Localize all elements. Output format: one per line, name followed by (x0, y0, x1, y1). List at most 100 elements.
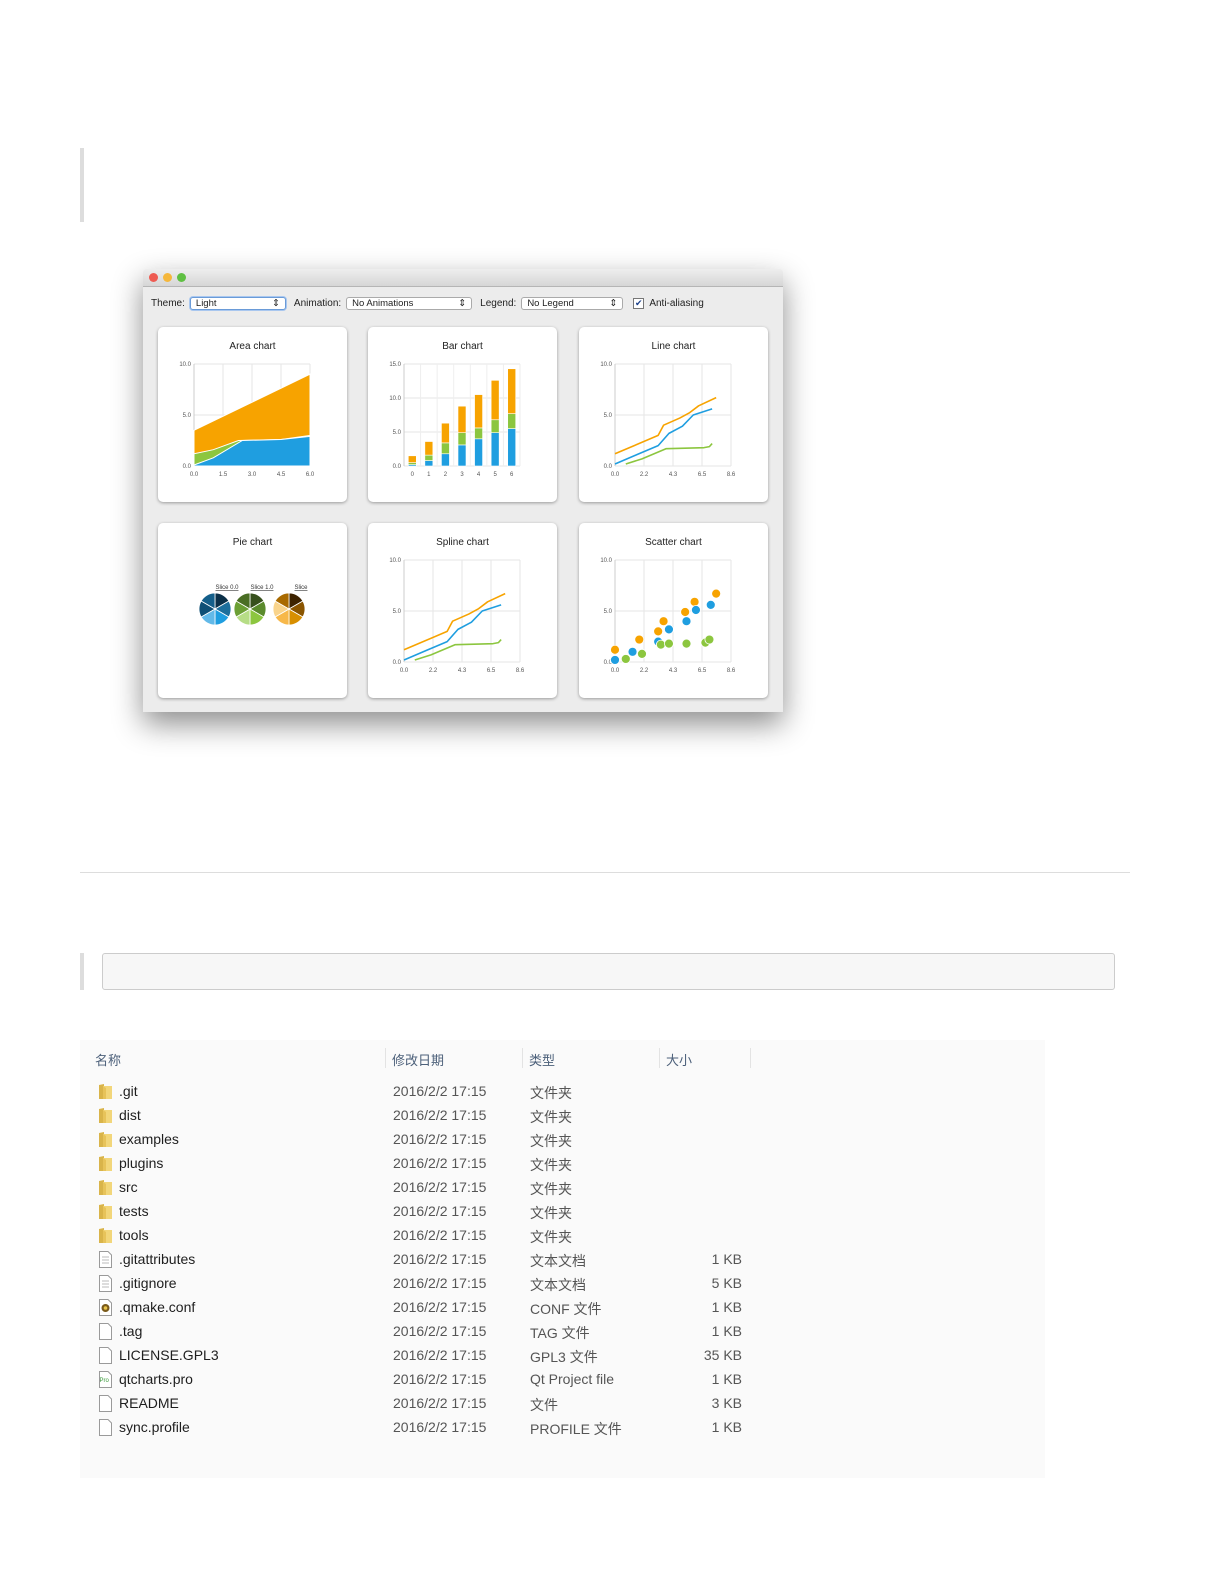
file-row[interactable]: src 2016/2/2 17:15 文件夹 (80, 1176, 780, 1200)
file-row[interactable]: README 2016/2/2 17:15 文件 3 KB (80, 1392, 780, 1416)
chart-svg: 0.0 5.0 10.0 0.0 1.5 3.0 4.5 6.0 (179, 362, 315, 478)
zoom-icon[interactable] (177, 273, 186, 282)
folder-icon (98, 1203, 113, 1220)
column-header-name[interactable]: 名称 (95, 1053, 122, 1068)
file-row[interactable]: plugins 2016/2/2 17:15 文件夹 (80, 1152, 780, 1176)
scatter-point (689, 596, 700, 607)
bar-segment (424, 460, 434, 467)
file-date: 2016/2/2 17:15 (393, 1107, 487, 1123)
y-tick-label: 10.0 (179, 362, 191, 368)
x-tick-label: 4.3 (458, 668, 467, 674)
text-file-icon (98, 1251, 113, 1268)
bar-segment (474, 427, 483, 440)
minimize-icon[interactable] (163, 273, 172, 282)
scatter-point (634, 634, 645, 645)
pie-slice (274, 592, 290, 610)
theme-select[interactable]: Light ⇕ (189, 297, 286, 310)
file-row[interactable]: .gitattributes 2016/2/2 17:15 文本文档 1 KB (80, 1248, 780, 1272)
file-name: .tag (119, 1323, 143, 1339)
x-tick-label: 0 (411, 472, 415, 478)
file-date: 2016/2/2 17:15 (393, 1299, 487, 1315)
blockquote-bar (80, 148, 84, 222)
chart-card-stacked-bar: Bar chart 0.0 5.0 10.0 15.0 0 1 2 3 4 5 6 (368, 327, 557, 502)
file-row[interactable]: tools 2016/2/2 17:15 文件夹 (80, 1224, 780, 1248)
file-row[interactable]: examples 2016/2/2 17:15 文件夹 (80, 1128, 780, 1152)
chart-card-area: Area chart 0.0 5.0 10.0 0.0 1.5 3.0 4.5 6.0 (158, 327, 347, 502)
line-series (614, 408, 713, 465)
chart-svg: 0.0 5.0 10.0 0.0 2.2 4.3 6.5 8.6 (389, 558, 525, 674)
file-type: Qt Project file (530, 1371, 615, 1387)
folder-icon (98, 1155, 113, 1172)
file-explorer-screenshot: 名称 修改日期 类型 大小 .git 2016/2/2 17:15 文件夹 di… (80, 1040, 1045, 1478)
y-tick-label: 0.0 (393, 464, 402, 470)
x-tick-label: 0.0 (611, 472, 620, 478)
x-tick-label: 2.2 (429, 668, 438, 674)
scatter-point (627, 646, 638, 657)
folder-icon (98, 1227, 113, 1244)
file-row[interactable]: sync.profile 2016/2/2 17:15 PROFILE 文件 1… (80, 1416, 780, 1440)
file-row[interactable]: .tag 2016/2/2 17:15 TAG 文件 1 KB (80, 1320, 780, 1344)
close-icon[interactable] (149, 273, 158, 282)
file-name: .gitignore (119, 1275, 177, 1291)
file-date: 2016/2/2 17:15 (393, 1131, 487, 1147)
file-type: 文件夹 (530, 1229, 572, 1245)
file-size: 3 KB (711, 1395, 742, 1411)
x-tick-label: 2.2 (640, 472, 649, 478)
y-tick-label: 0.0 (604, 660, 613, 666)
file-name: tools (119, 1227, 149, 1243)
y-tick-label: 0.0 (393, 660, 402, 666)
line-series (403, 592, 506, 651)
x-tick-label: 6.5 (698, 668, 707, 674)
scatter-point (655, 639, 666, 650)
file-row[interactable]: .gitignore 2016/2/2 17:15 文本文档 5 KB (80, 1272, 780, 1296)
x-tick-label: 3.0 (248, 472, 257, 478)
column-header-size[interactable]: 大小 (666, 1053, 693, 1068)
file-icon (98, 1419, 113, 1436)
animation-label: Animation: (293, 298, 342, 309)
pie-label: Slice 1.0 (250, 585, 274, 591)
legend-select[interactable]: No Legend ⇕ (521, 297, 624, 310)
file-row[interactable]: tests 2016/2/2 17:15 文件夹 (80, 1200, 780, 1224)
bar-segment (507, 413, 517, 429)
antialiasing-checkbox[interactable]: ✔ (633, 298, 645, 309)
y-tick-label: 10.0 (389, 396, 401, 402)
file-row[interactable]: .qmake.conf 2016/2/2 17:15 CONF 文件 1 KB (80, 1296, 780, 1320)
folder-icon (98, 1107, 113, 1124)
legend-value: No Legend (527, 298, 574, 309)
chart-title: Line chart (651, 341, 696, 352)
scatter-point (637, 648, 647, 659)
file-type: 文件 (530, 1397, 558, 1413)
file-type: 文件夹 (530, 1085, 572, 1101)
file-name: dist (119, 1107, 141, 1123)
bar-segment (441, 442, 450, 455)
x-tick-label: 8.6 (516, 668, 525, 674)
file-date: 2016/2/2 17:15 (393, 1179, 487, 1195)
y-tick-label: 5.0 (393, 609, 402, 615)
file-icon (98, 1395, 113, 1412)
column-divider (750, 1048, 751, 1068)
file-row[interactable]: LICENSE.GPL3 2016/2/2 17:15 GPL3 文件 35 K… (80, 1344, 780, 1368)
column-header-type[interactable]: 类型 (529, 1053, 556, 1068)
animation-select[interactable]: No Animations ⇕ (346, 297, 473, 310)
file-date: 2016/2/2 17:15 (393, 1323, 487, 1339)
column-header-date[interactable]: 修改日期 (392, 1053, 445, 1068)
x-tick-label: 8.6 (727, 472, 736, 478)
y-tick-label: 5.0 (183, 413, 192, 419)
file-row[interactable]: Pro qtcharts.pro 2016/2/2 17:15 Qt Proje… (80, 1368, 780, 1392)
scatter-point (658, 616, 669, 627)
bar-segment (424, 441, 434, 456)
file-name: src (119, 1179, 138, 1195)
file-type: 文件夹 (530, 1109, 572, 1125)
x-tick-label: 5 (493, 472, 497, 478)
file-name: LICENSE.GPL3 (119, 1347, 219, 1363)
file-row[interactable]: dist 2016/2/2 17:15 文件夹 (80, 1104, 780, 1128)
file-type: 文件夹 (530, 1157, 572, 1173)
bar-segment (457, 432, 467, 446)
bar-segment (507, 428, 517, 467)
file-type: 文件夹 (530, 1205, 572, 1221)
file-row[interactable]: .git 2016/2/2 17:15 文件夹 (80, 1080, 780, 1104)
folder-icon (98, 1083, 113, 1100)
scatter-point (664, 638, 674, 649)
file-type: CONF 文件 (530, 1301, 602, 1317)
scatter-point (610, 644, 620, 655)
